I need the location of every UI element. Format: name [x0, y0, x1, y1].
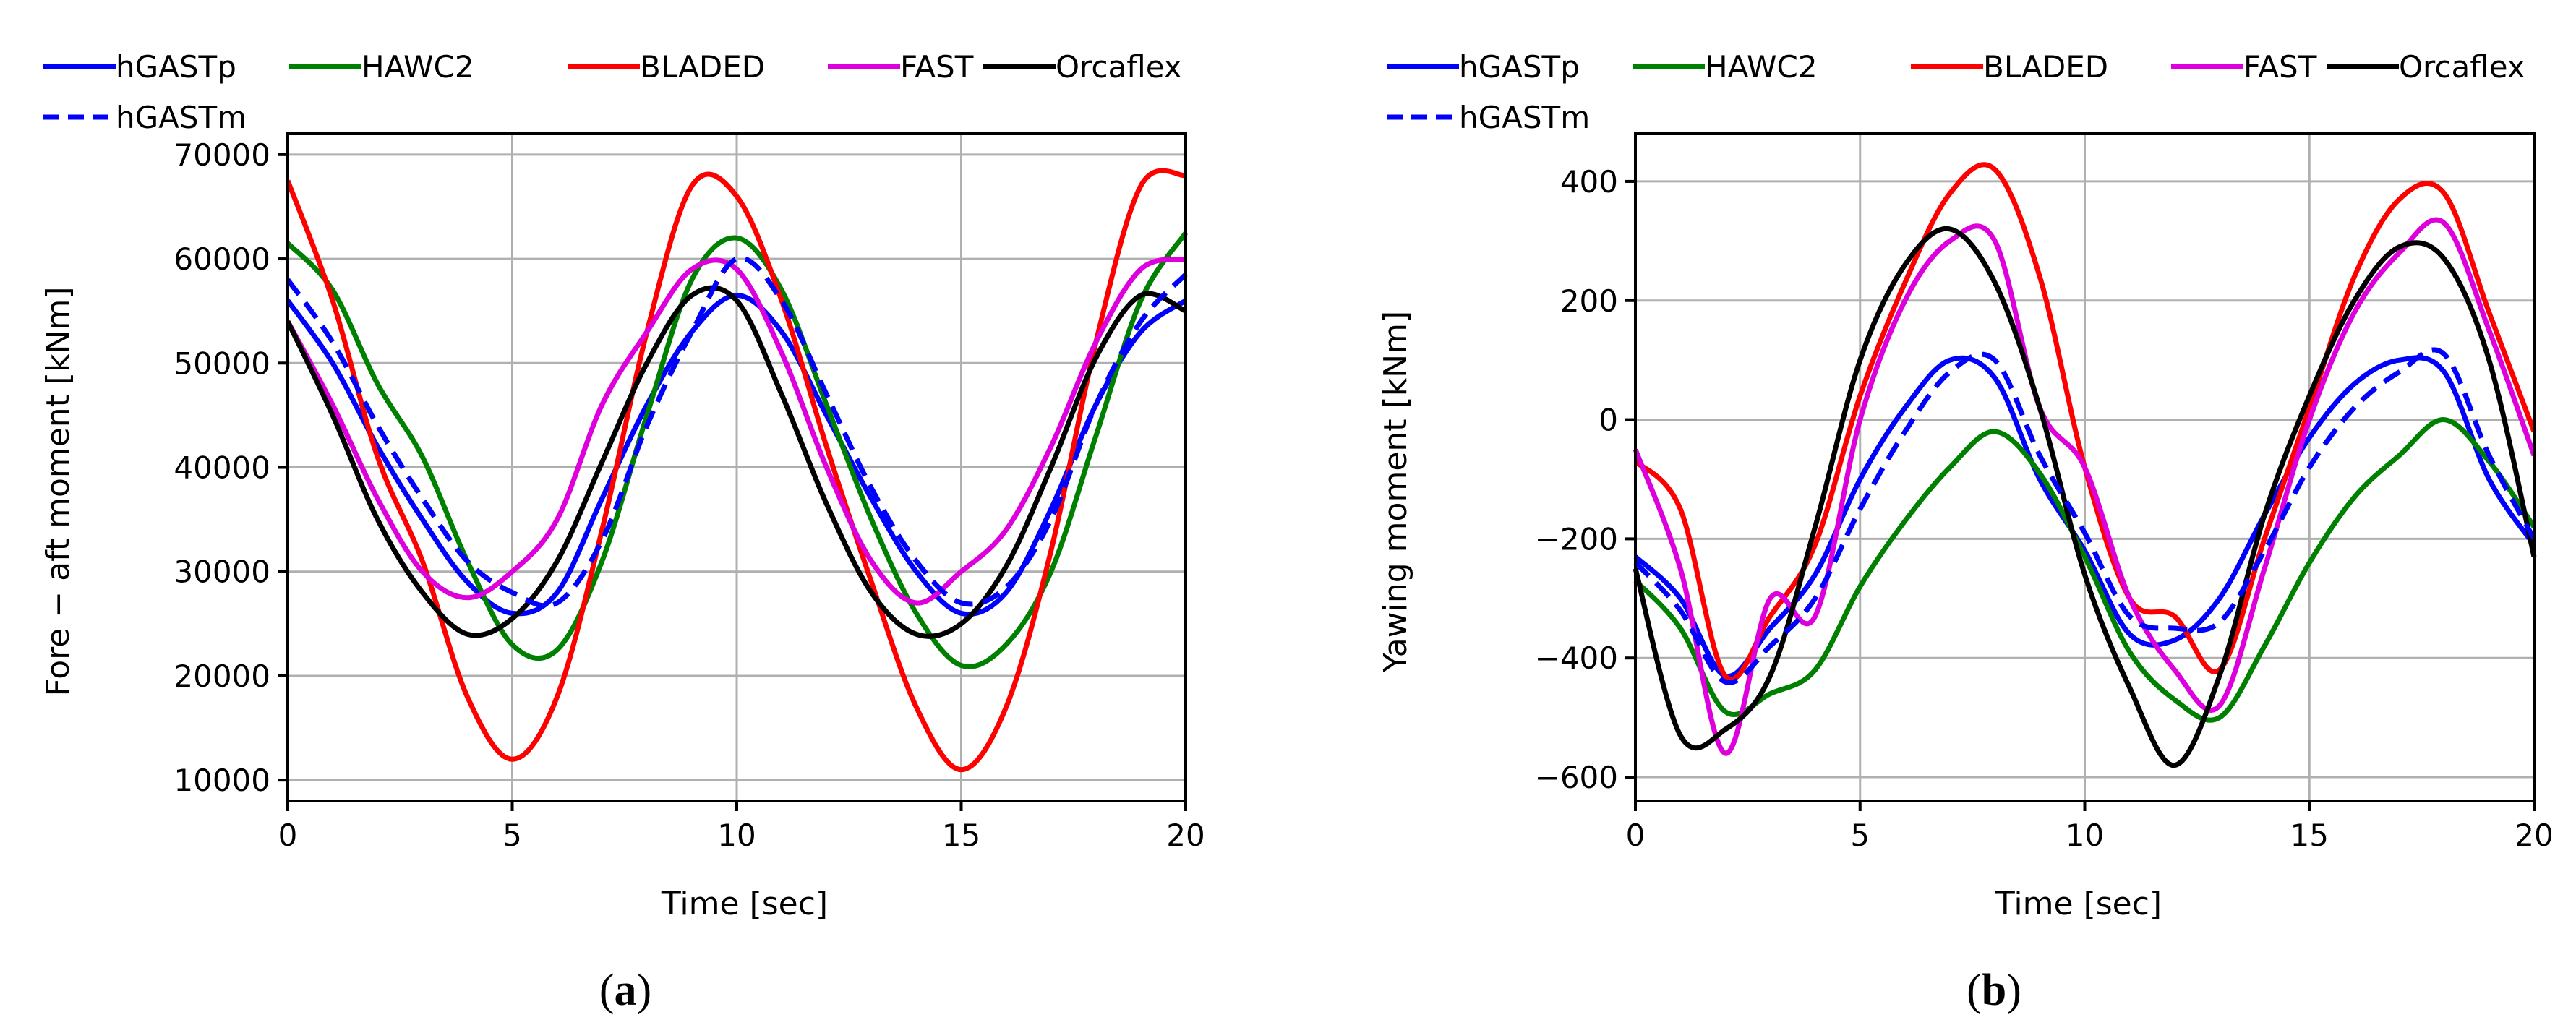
y-axis-label-b: Yawing moment [kNm]: [1377, 311, 1414, 673]
series-line-b-hawc2: [1633, 417, 2536, 723]
y-tick-label-b--200: −200: [1535, 521, 1618, 557]
x-tick-label-a-15: 15: [942, 818, 980, 853]
y-tick-label-a-10000: 10000: [174, 763, 270, 798]
series-lines-a: [285, 168, 1188, 773]
y-axis-label-a: Fore − aft moment [kNm]: [40, 286, 77, 696]
legend-label-a-hgastm: hGASTm: [116, 100, 247, 135]
panel-label-a-close: ): [637, 966, 652, 1015]
panel-label-a-open: (: [599, 966, 615, 1015]
x-tick-label-b-15: 15: [2290, 818, 2329, 853]
x-tick-label-a-0: 0: [278, 818, 298, 853]
x-axis-label-b: Time [sec]: [1995, 886, 2162, 922]
panel-label-a: (a): [599, 966, 651, 1015]
grid-a: [286, 134, 1187, 801]
y-tick-label-b-400: 400: [1560, 164, 1618, 200]
series-line-a-bladed: [285, 168, 1186, 773]
legend-label-b-fast: FAST: [2243, 49, 2317, 85]
legend-label-b-hgastm: hGASTm: [1459, 100, 1590, 135]
x-tick-label-a-10: 10: [717, 818, 756, 853]
panel-label-b-open: (: [1967, 966, 1982, 1015]
panel-label-b-letter: b: [1982, 966, 2006, 1015]
y-tick-label-b-200: 200: [1560, 283, 1618, 319]
legend-label-b-bladed: BLADED: [1983, 49, 2108, 85]
x-tick-label-b-10: 10: [2066, 818, 2104, 853]
legend-label-a-fast: FAST: [900, 49, 974, 85]
panel-label-b-close: ): [2006, 966, 2021, 1015]
y-tick-label-a-60000: 60000: [174, 241, 270, 277]
series-line-b-fast: [1633, 217, 2537, 756]
y-tick-label-a-50000: 50000: [174, 346, 270, 381]
panel-label-a-letter: a: [615, 966, 637, 1015]
legend-label-b-hgastp: hGASTp: [1459, 49, 1580, 85]
legend-label-a-bladed: BLADED: [640, 49, 765, 85]
y-tick-label-b--400: −400: [1535, 640, 1618, 676]
series-line-a-orcaflex: [285, 285, 1187, 639]
legend-label-a-hawc2: HAWC2: [361, 49, 474, 85]
panel-label-b: (b): [1967, 966, 2021, 1015]
y-tick-label-b-0: 0: [1599, 403, 1618, 438]
series-line-a-hawc2: [286, 231, 1188, 669]
y-tick-label-a-20000: 20000: [174, 659, 270, 694]
legend-a: hGASTp HAWC2 BLADED FAST Orcaflex hGASTm: [43, 49, 1182, 135]
chart-panel-a: 0 5 10 15 20 10000 20000 30000 40000 50000 60000 70…: [40, 49, 1205, 1015]
series-line-a-hgastm: [286, 255, 1188, 609]
y-tick-label-a-40000: 40000: [174, 450, 270, 486]
legend-label-a-orcaflex: Orcaflex: [1056, 49, 1182, 85]
x-tick-label-b-20: 20: [2515, 818, 2553, 853]
ticks-b: 0 5 10 15 20 −600 −400 −200 0 200 400: [1535, 164, 2554, 853]
legend-label-a-hgastp: hGASTp: [116, 49, 236, 85]
legend-b: hGASTp HAWC2 BLADED FAST Orcaflex hGASTm: [1387, 49, 2525, 135]
y-tick-label-a-70000: 70000: [174, 137, 270, 173]
x-tick-label-b-0: 0: [1626, 818, 1646, 853]
x-tick-label-a-20: 20: [1166, 818, 1204, 853]
legend-label-b-orcaflex: Orcaflex: [2399, 49, 2525, 85]
x-tick-label-b-5: 5: [1850, 818, 1870, 853]
series-line-a-hgastp: [286, 293, 1188, 617]
chart-panel-b: 0 5 10 15 20 −600 −400 −200 0 200 400 Time [sec] Y…: [1377, 49, 2554, 1015]
y-tick-label-a-30000: 30000: [174, 554, 270, 590]
legend-label-b-hawc2: HAWC2: [1705, 49, 1818, 85]
x-axis-label-a: Time [sec]: [661, 886, 828, 922]
series-line-b-hgastm: [1633, 347, 2537, 685]
series-lines-b: [1633, 162, 2537, 768]
y-tick-label-b--600: −600: [1535, 760, 1618, 795]
x-tick-label-a-5: 5: [502, 818, 522, 853]
ticks-a: 0 5 10 15 20 10000 20000 30000 40000 50000 60000 70…: [174, 137, 1204, 853]
series-line-a-fast: [285, 256, 1186, 606]
